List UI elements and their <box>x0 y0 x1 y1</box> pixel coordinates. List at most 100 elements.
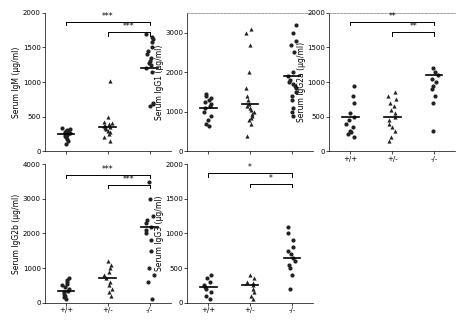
Point <box>429 100 437 106</box>
Point <box>60 291 68 297</box>
Point <box>287 286 294 291</box>
Point <box>59 126 66 131</box>
Point <box>243 133 251 138</box>
Point <box>392 90 399 95</box>
Point <box>247 115 255 120</box>
Point <box>249 297 257 302</box>
Point <box>203 276 211 281</box>
Point <box>202 93 210 99</box>
Point <box>63 127 70 132</box>
Point <box>100 272 108 278</box>
Point <box>205 123 212 128</box>
Point <box>250 283 257 288</box>
Point <box>385 93 392 99</box>
Point <box>107 79 114 84</box>
Point <box>147 238 155 243</box>
Point <box>143 217 150 222</box>
Point <box>285 231 292 236</box>
Text: ***: *** <box>123 175 135 184</box>
Point <box>208 95 215 100</box>
Point <box>62 134 69 139</box>
Point <box>145 60 153 65</box>
Point <box>344 131 352 137</box>
Point <box>106 279 114 285</box>
Point <box>106 138 114 144</box>
Point <box>62 297 69 302</box>
Point <box>106 122 113 127</box>
Point <box>289 245 297 250</box>
Point <box>246 70 253 75</box>
Point <box>65 286 73 291</box>
Point <box>284 74 292 79</box>
Point <box>105 290 113 295</box>
Point <box>201 283 208 288</box>
Point <box>63 281 71 286</box>
Point <box>106 129 114 135</box>
Point <box>350 93 357 99</box>
Point <box>142 221 150 226</box>
Point <box>147 62 155 67</box>
Point <box>100 135 108 140</box>
Point <box>104 259 112 264</box>
Point <box>391 104 398 109</box>
Point <box>207 101 215 107</box>
Point <box>284 248 292 253</box>
Point <box>351 83 358 88</box>
Point <box>387 135 394 140</box>
Point <box>201 105 209 110</box>
Point <box>202 286 210 291</box>
Point <box>248 111 255 116</box>
Point <box>208 290 215 295</box>
Point <box>286 265 294 270</box>
Point <box>249 286 256 291</box>
Point <box>286 78 294 83</box>
Point <box>108 262 115 267</box>
Point <box>290 113 297 118</box>
Point <box>247 121 255 126</box>
Point <box>248 113 255 118</box>
Point <box>207 279 214 285</box>
Point <box>289 255 297 260</box>
Point <box>346 111 354 116</box>
Point <box>61 129 69 135</box>
Point <box>246 105 254 110</box>
Point <box>250 276 258 281</box>
Point <box>350 114 357 119</box>
Point <box>101 125 109 130</box>
Point <box>291 83 299 89</box>
Point <box>243 93 251 99</box>
Point <box>289 70 297 75</box>
Point <box>243 279 251 285</box>
Point <box>246 101 253 107</box>
Point <box>245 97 252 102</box>
Point <box>289 105 297 110</box>
Point <box>289 238 297 243</box>
Point <box>142 66 150 71</box>
Point <box>247 26 255 31</box>
Point <box>105 131 113 137</box>
Point <box>61 285 69 290</box>
Point <box>207 272 215 278</box>
Point <box>149 100 157 106</box>
Point <box>247 107 255 112</box>
Point <box>284 224 292 229</box>
Point <box>147 224 155 229</box>
Point <box>346 118 353 123</box>
Text: *: * <box>248 163 252 172</box>
Point <box>385 121 393 126</box>
Point <box>102 276 110 281</box>
Text: ***: *** <box>102 165 114 174</box>
Point <box>142 231 149 236</box>
Point <box>434 73 441 78</box>
Point <box>201 284 209 289</box>
Point <box>104 128 111 133</box>
Point <box>385 118 392 123</box>
Point <box>392 114 399 119</box>
Point <box>60 295 67 300</box>
Point <box>64 288 72 293</box>
Point <box>104 114 112 119</box>
Point <box>388 107 395 112</box>
Point <box>145 265 153 270</box>
Point <box>66 130 73 135</box>
Point <box>287 252 294 257</box>
